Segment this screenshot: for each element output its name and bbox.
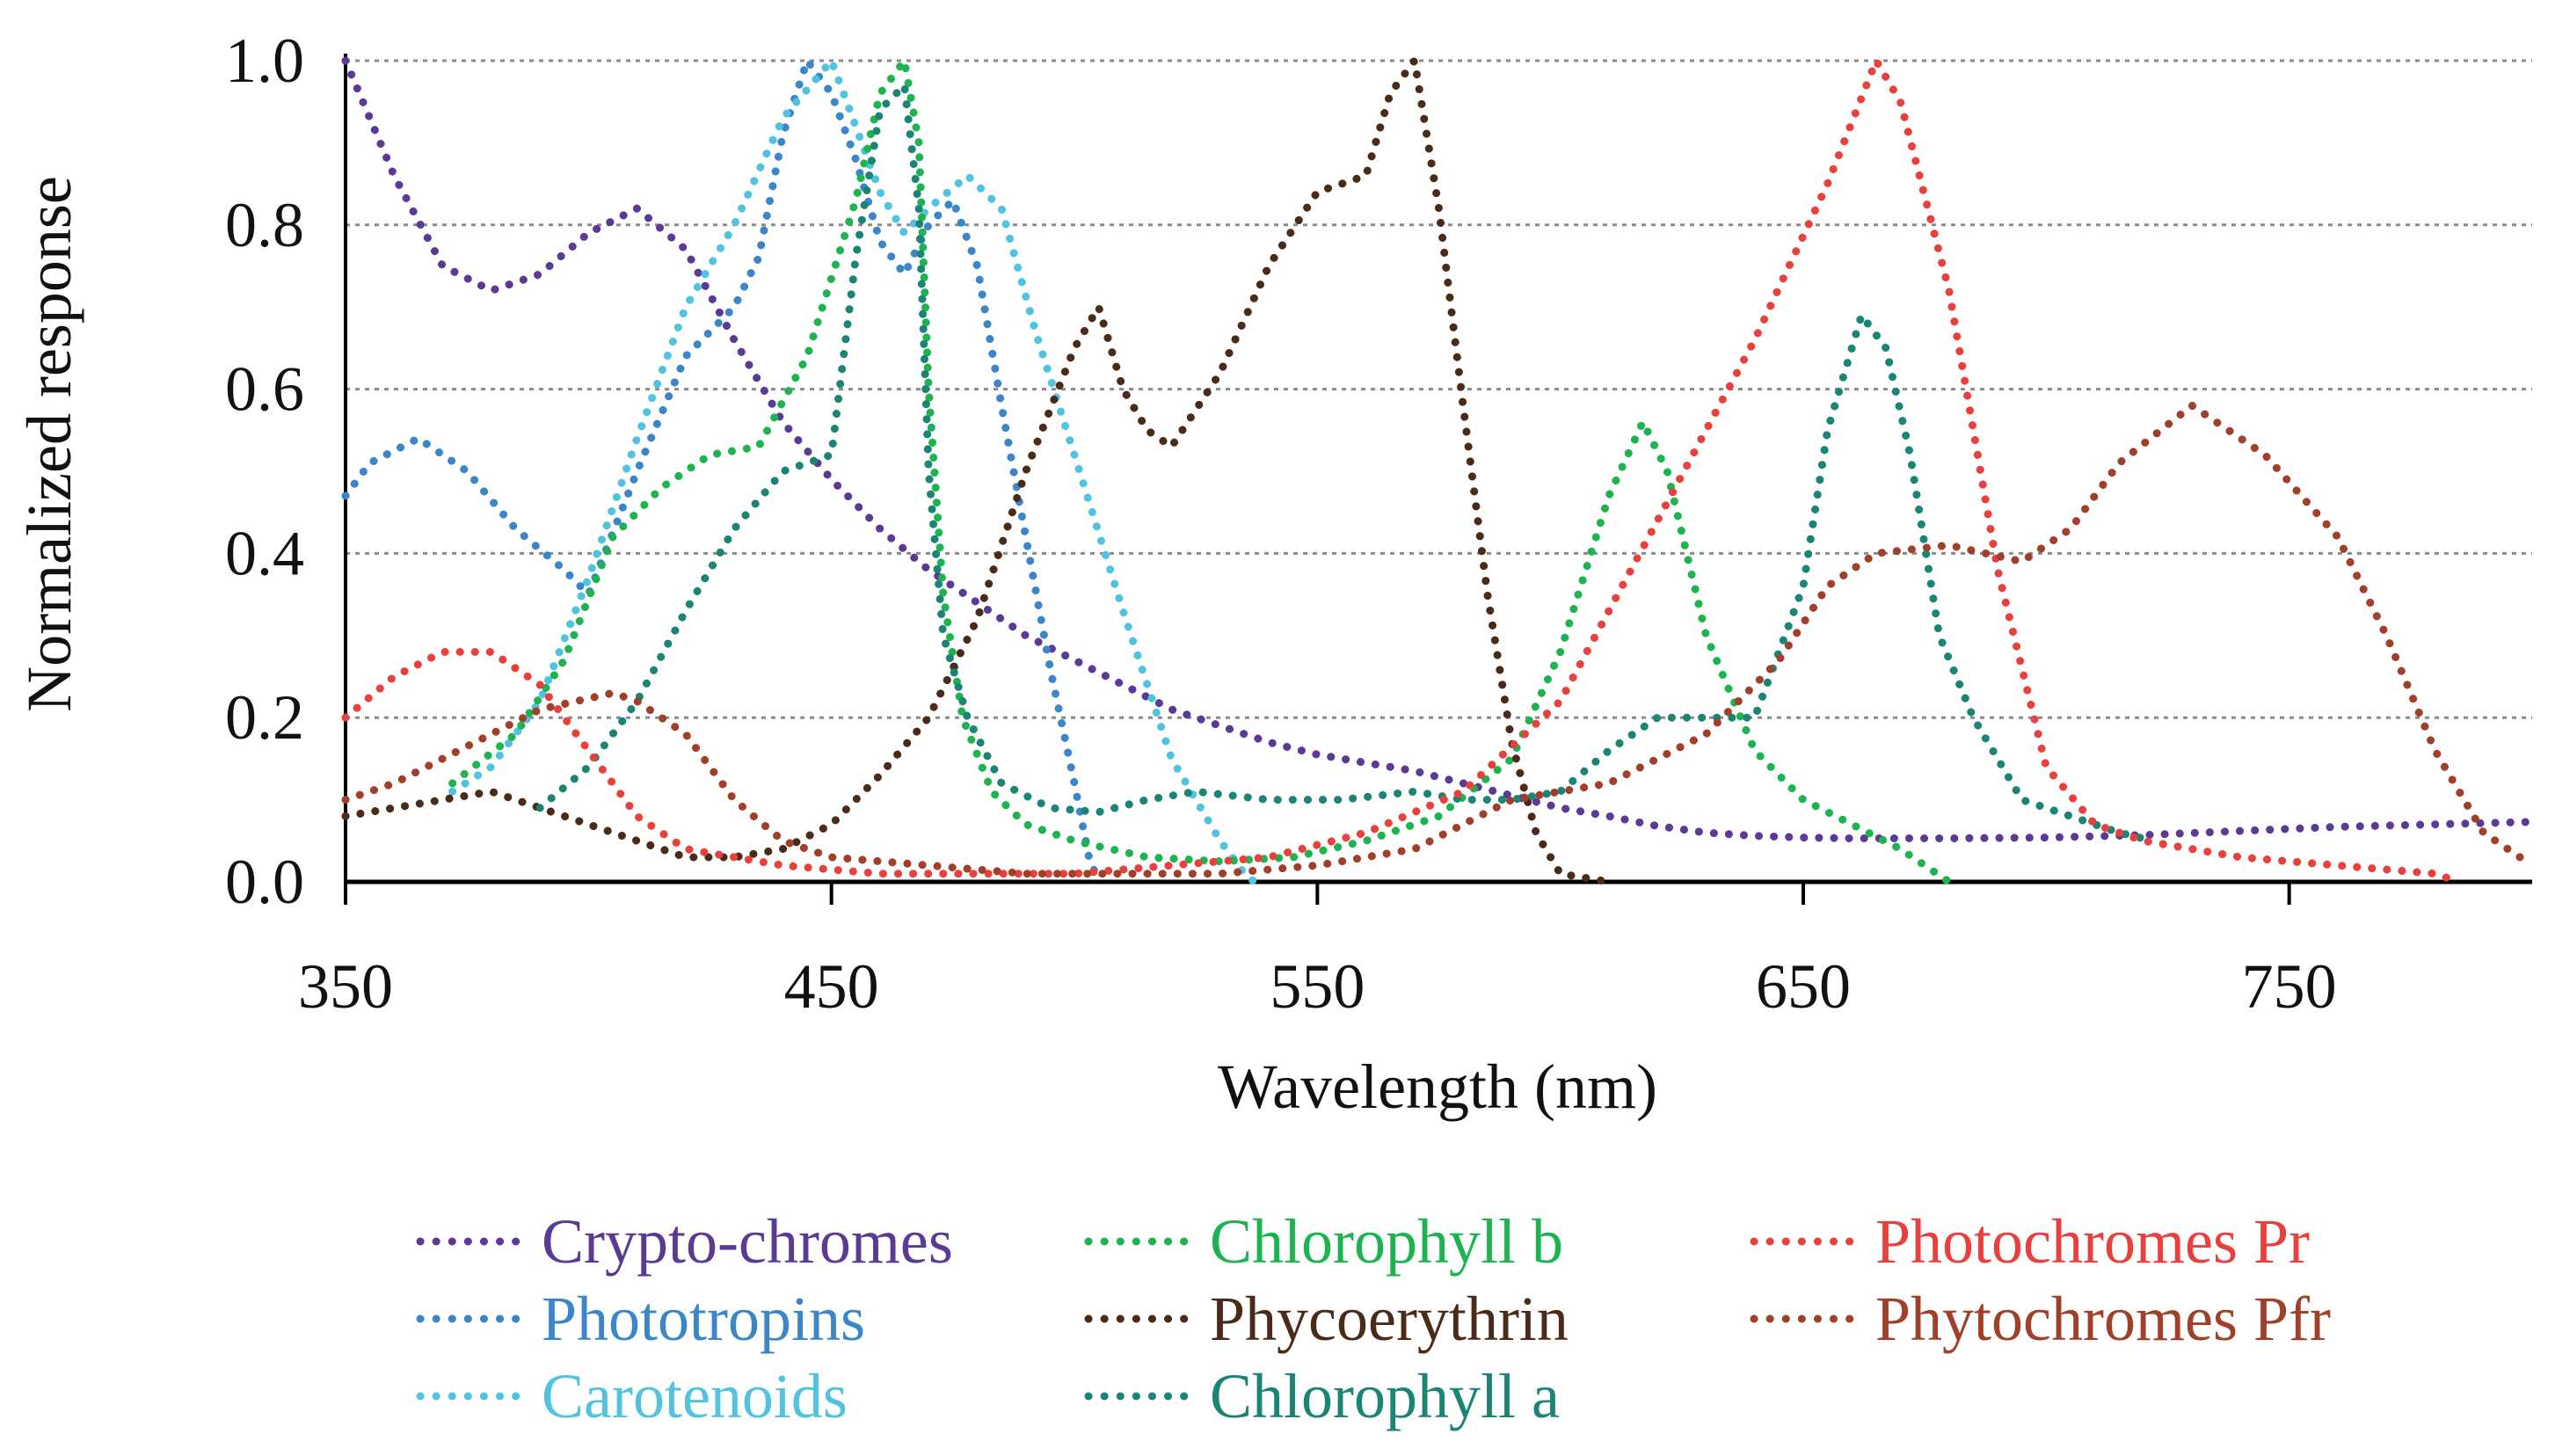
series-line-carotenoids — [448, 56, 1258, 886]
y-tick-label: 0.8 — [225, 190, 304, 260]
x-tick-label: 750 — [2242, 951, 2337, 1022]
legend-label: Chlorophyll a — [1210, 1361, 1560, 1431]
legend-label: Phototropins — [542, 1284, 865, 1354]
series-line-crypto-chromes — [341, 56, 2537, 842]
series-line-chlorophyll-b — [448, 56, 1954, 886]
axes — [344, 54, 2532, 885]
grid-lines — [346, 59, 2532, 719]
y-axis-title: Normalized response — [14, 176, 84, 712]
x-axis-title: Wavelength (nm) — [1218, 1052, 1657, 1122]
legend-label: Phycoerythrin — [1210, 1284, 1569, 1354]
series-line-phytochromes-pfr — [341, 401, 2537, 878]
y-tick-label: 0.4 — [225, 518, 304, 588]
legend-label: Photochromes Pr — [1875, 1206, 2310, 1277]
y-tick-label: 0.6 — [225, 354, 304, 425]
y-axis-ticks: 0.0 0.2 0.4 0.6 0.8 1.0 — [225, 25, 304, 917]
x-tick-label: 350 — [298, 951, 393, 1022]
x-tick-label: 650 — [1756, 951, 1851, 1022]
y-tick-label: 0.0 — [225, 847, 304, 917]
legend-label: Chlorophyll b — [1210, 1206, 1563, 1277]
y-tick-label: 0.2 — [225, 682, 304, 753]
x-tick-label: 450 — [784, 951, 879, 1022]
legend-label: Phytochromes Pfr — [1875, 1284, 2331, 1354]
series-line-chlorophyll-a — [535, 81, 2158, 845]
series-line-phycoerythrin — [341, 56, 1613, 886]
legend-label: Crypto-chromes — [542, 1206, 953, 1277]
x-axis-ticks: 350 450 550 650 750 — [298, 882, 2337, 1022]
x-tick-label: 550 — [1270, 951, 1365, 1022]
series-line-photochromes-pr — [341, 56, 2464, 886]
legend-label: Carotenoids — [542, 1361, 848, 1431]
y-tick-label: 1.0 — [225, 25, 304, 96]
series-group — [341, 56, 2537, 886]
